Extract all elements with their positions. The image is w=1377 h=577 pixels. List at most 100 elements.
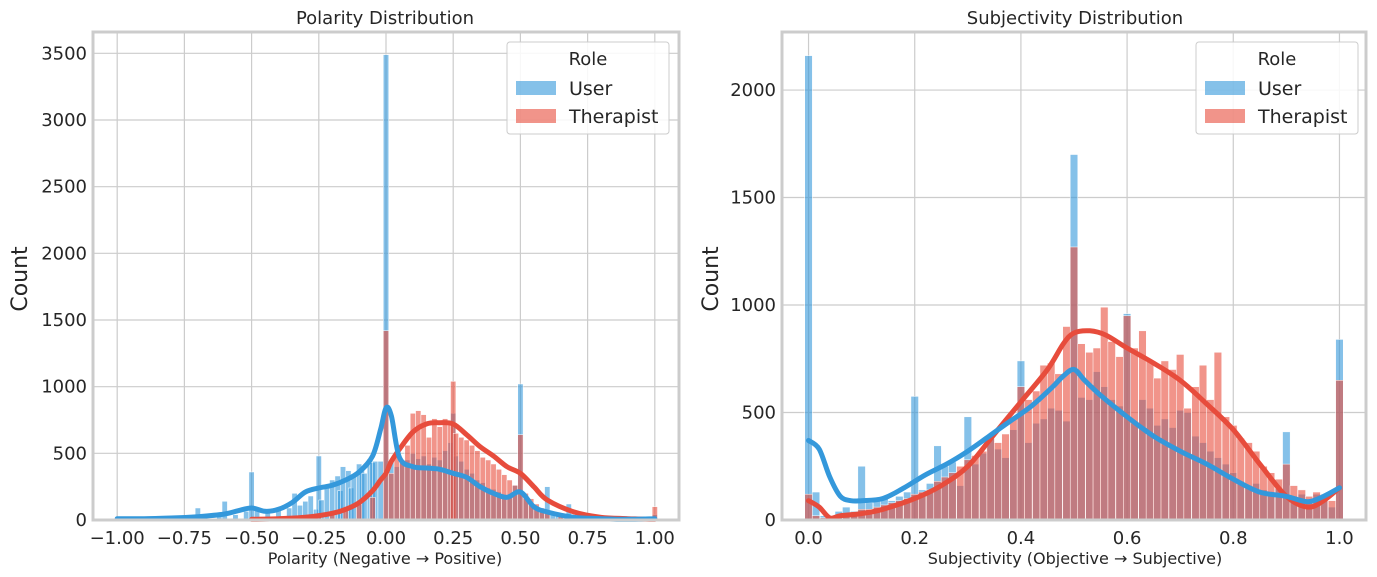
therapist-bar: [1145, 360, 1154, 521]
therapist-bar: [971, 455, 980, 521]
therapist-bar: [426, 437, 432, 521]
y-tick-label: 1000: [41, 377, 87, 398]
therapist-bar: [399, 459, 406, 521]
therapist-bars: [804, 246, 1344, 521]
subjectivity-chart: Subjectivity Distribution 0.0 0.2 0.4 0.6 0.…: [699, 8, 1368, 568]
y-tick-label: 3500: [41, 43, 87, 64]
therapist-bar: [506, 479, 513, 521]
therapist-bar: [1024, 399, 1033, 521]
x-tick-label: 0.4: [1007, 528, 1036, 549]
x-axis-label: Polarity (Negative → Positive): [268, 549, 503, 568]
therapist-bar: [1001, 433, 1010, 521]
therapist-bar: [1009, 418, 1018, 521]
x-tick-labels: 0.0 0.2 0.4 0.6 0.8 1.0: [794, 528, 1354, 549]
x-tick-label: 0.75: [568, 528, 608, 549]
legend-title: Role: [1258, 49, 1297, 70]
therapist-bar: [1062, 326, 1071, 521]
therapist-bar: [1198, 364, 1208, 521]
user-bar: [350, 474, 357, 521]
therapist-bar: [1191, 386, 1200, 521]
x-tick-label: −0.25: [291, 528, 346, 549]
therapist-kde-line: [249, 420, 658, 522]
chart-title: Polarity Distribution: [296, 8, 474, 29]
user-kde-line: [114, 404, 658, 522]
therapist-bar: [1039, 364, 1048, 521]
y-axis-label: Count: [8, 246, 33, 312]
therapist-bar: [1327, 500, 1337, 521]
kde-lines: [114, 404, 658, 522]
y-tick-label: 0: [76, 510, 87, 531]
polarity-chart: Polarity Distribution −1.00 −0.75 −0.50 −0.…: [8, 8, 681, 568]
x-tick-label: 0.6: [1113, 528, 1142, 549]
x-tick-label: 0.50: [500, 528, 540, 549]
therapist-bar: [1085, 352, 1094, 521]
therapist-kde-line: [806, 328, 1342, 521]
therapist-bar: [1130, 347, 1139, 521]
therapist-bar: [1107, 341, 1116, 521]
x-tick-label: 1.00: [635, 528, 675, 549]
therapist-bar: [458, 437, 465, 521]
legend-title: Role: [569, 49, 608, 70]
user-kde-line: [806, 366, 1342, 505]
therapist-bar: [979, 450, 988, 521]
therapist-bar: [1092, 347, 1101, 521]
y-tick-label: 2500: [41, 177, 87, 198]
therapist-bar: [369, 497, 376, 521]
legend-swatch-therapist: [1205, 109, 1245, 123]
x-tick-label: −0.75: [157, 528, 212, 549]
y-tick-label: 2000: [730, 80, 776, 101]
x-tick-label: 0.25: [433, 528, 473, 549]
therapist-bar: [1069, 246, 1079, 521]
x-tick-labels: −1.00 −0.75 −0.50 −0.25 0.00 0.25 0.50 0.75 1.00: [90, 528, 675, 549]
user-bar: [221, 501, 228, 521]
legend-label-therapist: Therapist: [1257, 106, 1347, 128]
therapist-bar: [1100, 306, 1109, 521]
x-axis-label: Subjectivity (Objective → Subjective): [928, 549, 1223, 568]
plot-frame: [91, 30, 681, 522]
plot-frame: [780, 30, 1368, 522]
therapist-bar: [1229, 425, 1238, 521]
y-tick-label: 500: [742, 403, 776, 424]
y-tick-label: 0: [765, 510, 776, 531]
x-tick-label: −0.50: [224, 528, 279, 549]
therapist-bar: [393, 453, 400, 521]
y-axis-label: Count: [699, 246, 724, 312]
legend-swatch-user: [1205, 81, 1245, 95]
therapist-bar: [1213, 352, 1222, 521]
therapist-bar: [388, 473, 395, 521]
legend-swatch-therapist: [516, 109, 556, 123]
therapist-bar: [1335, 380, 1344, 521]
x-tick-label: −1.00: [90, 528, 145, 549]
therapist-bar: [404, 445, 411, 521]
legend: Role User Therapist: [1195, 41, 1359, 135]
therapist-bar: [1153, 377, 1162, 521]
x-tick-label: 0.00: [366, 528, 406, 549]
therapist-bar: [986, 438, 995, 521]
therapist-bar: [1032, 390, 1041, 521]
chart-title: Subjectivity Distribution: [967, 8, 1183, 29]
y-tick-label: 3000: [41, 110, 87, 131]
y-tick-labels: 0 500 1000 1500 2000: [730, 80, 776, 531]
legend-label-user: User: [569, 78, 612, 100]
kde-lines: [806, 328, 1342, 521]
therapist-bar: [1183, 407, 1192, 521]
user-bar: [248, 471, 255, 521]
y-tick-label: 1500: [730, 188, 776, 209]
x-tick-label: 0.0: [794, 528, 823, 549]
x-tick-label: 0.2: [900, 528, 929, 549]
x-tick-label: 1.0: [1325, 528, 1354, 549]
therapist-bar: [436, 426, 443, 521]
y-tick-label: 2000: [41, 243, 87, 264]
therapist-bar: [1206, 399, 1215, 521]
legend-label-therapist: Therapist: [568, 106, 658, 128]
y-tick-label: 1000: [730, 295, 776, 316]
therapist-bar: [804, 493, 813, 521]
user-bar: [377, 461, 384, 521]
user-bar: [804, 55, 813, 521]
legend: Role User Therapist: [506, 41, 670, 135]
legend-swatch-user: [516, 81, 556, 95]
therapist-bar: [994, 442, 1003, 521]
y-tick-labels: 0 500 1000 1500 2000 2500 3000 3500: [41, 43, 87, 531]
therapist-bar: [1115, 356, 1124, 521]
